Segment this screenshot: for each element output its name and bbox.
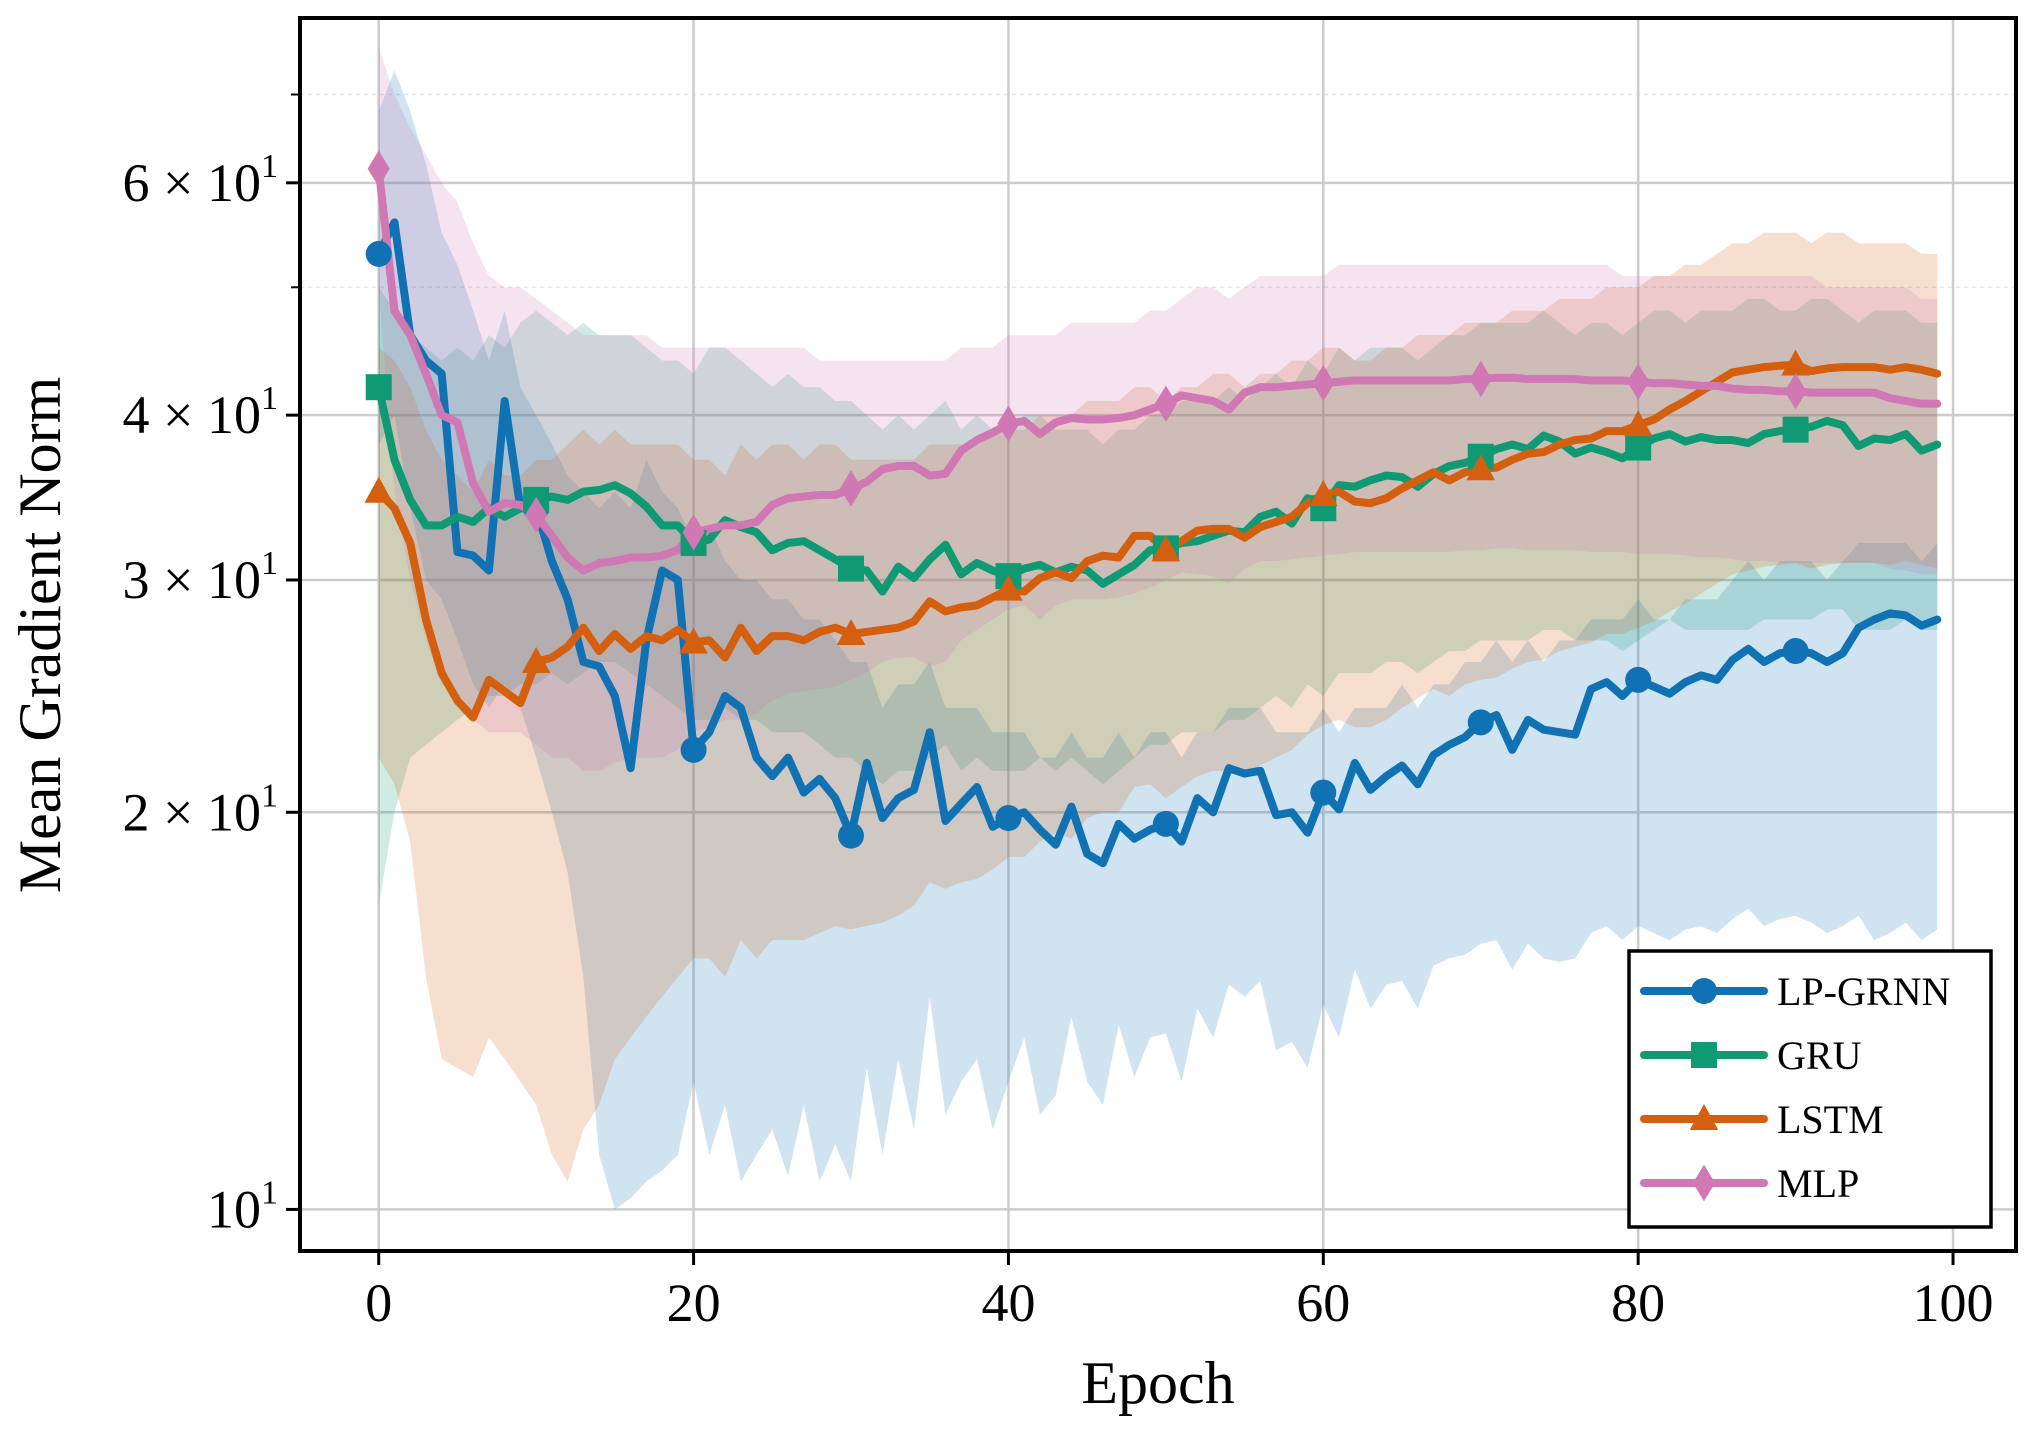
point-lstm bbox=[679, 627, 708, 654]
point-lp-grnn bbox=[680, 736, 707, 763]
point-gru bbox=[1782, 416, 1809, 443]
legend: LP-GRNN GRU LSTM MLP bbox=[1627, 949, 1993, 1229]
point-mlp bbox=[997, 405, 1020, 442]
point-lstm bbox=[1151, 535, 1181, 562]
x-tick-label: 0 bbox=[365, 1273, 392, 1333]
series-markers bbox=[364, 150, 1810, 849]
x-axis-label: Epoch bbox=[1081, 1350, 1234, 1416]
legend-label-lp-grnn: LP-GRNN bbox=[1777, 969, 1950, 1014]
legend-marker-gru bbox=[1691, 1042, 1717, 1068]
point-gru bbox=[838, 555, 865, 582]
point-lstm bbox=[994, 574, 1023, 601]
point-lp-grnn bbox=[1152, 810, 1179, 837]
point-lp-grnn bbox=[1782, 638, 1809, 665]
x-tick-label: 100 bbox=[1913, 1273, 1994, 1333]
point-lstm bbox=[1781, 349, 1810, 376]
point-mlp bbox=[525, 496, 548, 534]
y-tick-label: 4 × 101 bbox=[123, 380, 278, 445]
point-lp-grnn bbox=[365, 240, 392, 267]
point-lstm bbox=[1309, 479, 1338, 506]
x-tick-label: 60 bbox=[1296, 1273, 1350, 1333]
point-lstm bbox=[521, 647, 551, 674]
legend-marker-lstm bbox=[1689, 1104, 1719, 1131]
y-tick-label: 2 × 101 bbox=[123, 777, 278, 842]
point-gru bbox=[365, 374, 392, 401]
legend-label-gru: GRU bbox=[1777, 1033, 1862, 1078]
point-mlp bbox=[367, 150, 390, 187]
point-mlp bbox=[1784, 373, 1807, 410]
band-gru bbox=[378, 287, 1938, 906]
point-mlp bbox=[1627, 363, 1650, 400]
legend-label-lstm: LSTM bbox=[1777, 1097, 1884, 1142]
point-lp-grnn bbox=[1467, 709, 1494, 736]
point-lstm bbox=[1466, 454, 1496, 481]
point-lp-grnn bbox=[1310, 779, 1337, 806]
point-mlp bbox=[1154, 385, 1177, 422]
legend-marker-lp-grnn bbox=[1691, 978, 1717, 1004]
point-lp-grnn bbox=[838, 822, 865, 849]
point-gru bbox=[1625, 434, 1652, 461]
x-tick-label: 40 bbox=[981, 1273, 1035, 1333]
band-lstm bbox=[378, 232, 1938, 1182]
point-lp-grnn bbox=[1625, 666, 1652, 693]
x-axis-ticks: 0 20 40 60 80 100 bbox=[365, 1251, 1994, 1333]
y-tick-label: 6 × 101 bbox=[123, 148, 278, 213]
point-mlp bbox=[682, 514, 705, 551]
plot-frame bbox=[298, 16, 2018, 1253]
x-tick-label: 20 bbox=[667, 1273, 721, 1333]
point-lstm bbox=[836, 619, 866, 646]
legend-marker-mlp bbox=[1692, 1164, 1716, 1202]
point-lstm bbox=[1623, 410, 1653, 437]
y-axis-label: Mean Gradient Norm bbox=[7, 377, 73, 894]
y-tick-label: 3 × 101 bbox=[123, 545, 278, 610]
point-mlp bbox=[1469, 360, 1492, 398]
x-tick-label: 80 bbox=[1611, 1273, 1665, 1333]
point-mlp bbox=[839, 470, 863, 507]
band-lp-grnn bbox=[378, 70, 1938, 1210]
legend-label-mlp: MLP bbox=[1777, 1161, 1859, 1206]
point-lp-grnn bbox=[995, 805, 1022, 832]
point-mlp bbox=[1312, 364, 1335, 402]
point-lstm bbox=[364, 476, 394, 503]
